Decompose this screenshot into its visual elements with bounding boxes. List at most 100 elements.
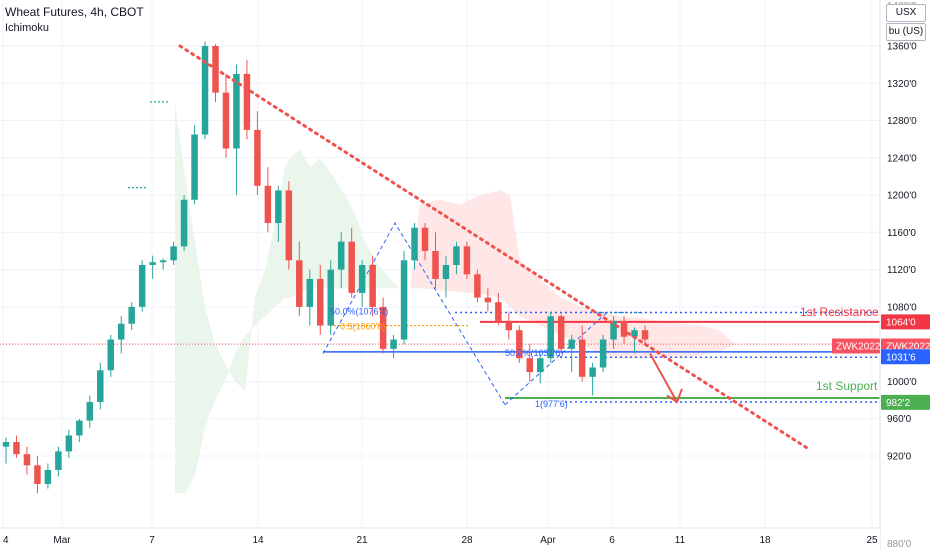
candle bbox=[369, 264, 376, 307]
symbol-chip-label: ZWK2022 bbox=[836, 342, 881, 353]
candle bbox=[97, 370, 104, 402]
candle bbox=[589, 367, 596, 377]
support-label: 1st Support bbox=[816, 379, 878, 393]
candle bbox=[516, 330, 523, 359]
candle bbox=[390, 339, 397, 349]
resistance-tag bbox=[881, 314, 930, 330]
resistance-tag-label: 1064'0 bbox=[886, 317, 916, 328]
candle bbox=[337, 241, 345, 270]
resistance-label: 1st Resistance bbox=[800, 305, 879, 319]
candle bbox=[117, 323, 125, 340]
support-tag bbox=[881, 394, 930, 410]
candle bbox=[2, 442, 10, 447]
fib-label-1: 1(977'6) bbox=[535, 399, 568, 409]
y-tick-label: 1280'0 bbox=[887, 116, 917, 127]
candle bbox=[400, 260, 408, 340]
candle bbox=[526, 358, 534, 373]
candle bbox=[620, 320, 628, 337]
candle bbox=[285, 190, 293, 261]
candle bbox=[13, 442, 20, 455]
candle bbox=[128, 306, 135, 324]
y-tick-label: 1080'0 bbox=[887, 302, 917, 313]
x-tick-label: 18 bbox=[759, 535, 771, 546]
symbol-tag-label: ZWK2022 bbox=[886, 342, 931, 353]
candle bbox=[149, 262, 156, 265]
candle bbox=[348, 241, 355, 293]
candle bbox=[484, 297, 492, 303]
candle bbox=[641, 330, 649, 340]
candle bbox=[107, 339, 115, 371]
candle bbox=[317, 278, 324, 326]
candle bbox=[275, 190, 282, 224]
x-tick-label: Apr bbox=[540, 535, 556, 546]
candle bbox=[631, 330, 638, 337]
indicator-label: Ichimoku bbox=[5, 22, 50, 34]
candle bbox=[421, 227, 429, 251]
x-tick-label: 4 bbox=[3, 535, 9, 546]
x-tick-label: Mar bbox=[53, 535, 71, 546]
candle bbox=[432, 251, 439, 279]
fib-swing-line bbox=[322, 222, 506, 406]
candle bbox=[264, 185, 272, 224]
x-tick-label: 25 bbox=[866, 535, 878, 546]
candle bbox=[55, 451, 62, 470]
candle bbox=[233, 73, 240, 149]
candle bbox=[86, 401, 94, 421]
candle bbox=[536, 358, 544, 373]
candle bbox=[411, 227, 418, 261]
y-tick-label: 1120'0 bbox=[887, 265, 916, 276]
ichimoku-cloud-bearish bbox=[410, 190, 735, 359]
fib-label-50-upper: 50.0%(1076'4) bbox=[330, 307, 388, 317]
y-tick-label: 1360'0 bbox=[887, 42, 917, 53]
candle bbox=[23, 454, 31, 466]
projection-arrow bbox=[649, 353, 678, 403]
candle bbox=[505, 320, 513, 331]
candle bbox=[327, 269, 334, 326]
candle bbox=[463, 246, 471, 275]
candle bbox=[254, 129, 261, 186]
x-tick-label: 28 bbox=[461, 535, 473, 546]
unit-selector[interactable]: bu (US) bbox=[886, 23, 926, 41]
candle bbox=[306, 278, 314, 307]
x-tick-label: 21 bbox=[356, 535, 368, 546]
chart-title: Wheat Futures, 4h, CBOT bbox=[5, 5, 144, 19]
candle bbox=[474, 274, 481, 298]
x-tick-label: 6 bbox=[609, 535, 615, 546]
y-tick-label: 1320'0 bbox=[887, 79, 917, 90]
x-tick-label: 11 bbox=[675, 535, 686, 546]
candle bbox=[76, 420, 83, 436]
candle bbox=[138, 264, 146, 307]
candle bbox=[442, 264, 450, 279]
ichimoku-cloud-bullish bbox=[175, 101, 410, 494]
projection-arrowhead bbox=[666, 388, 683, 404]
candle bbox=[379, 306, 387, 349]
time-axis-bg bbox=[0, 528, 880, 550]
candle bbox=[65, 435, 73, 452]
y-tick-label: 960'0 bbox=[887, 414, 912, 425]
y-tick-label: 1160'0 bbox=[887, 228, 916, 239]
candle bbox=[296, 260, 303, 307]
candle bbox=[159, 260, 167, 263]
pivot-tag bbox=[881, 349, 930, 365]
candle bbox=[578, 339, 586, 377]
candle bbox=[557, 316, 565, 349]
candle bbox=[599, 339, 607, 368]
candle bbox=[180, 199, 188, 247]
y-tick-label: 920'0 bbox=[887, 452, 912, 463]
y-tick-label: 1240'0 bbox=[887, 153, 917, 164]
candle bbox=[170, 246, 177, 261]
candle bbox=[222, 92, 230, 149]
price-axis-bg bbox=[880, 0, 932, 550]
fib-label-50-lower: 50.0%(1031'6) bbox=[505, 348, 563, 358]
candle bbox=[358, 264, 366, 293]
candle bbox=[243, 73, 251, 130]
currency-selector[interactable]: USX bbox=[886, 4, 926, 22]
candle bbox=[495, 302, 502, 321]
y-tick-label: 1200'0 bbox=[887, 191, 917, 202]
x-tick-label: 14 bbox=[252, 535, 264, 546]
candle bbox=[34, 465, 41, 484]
pivot-tag-label: 1031'6 bbox=[886, 352, 916, 363]
descending-trendline bbox=[178, 44, 810, 451]
